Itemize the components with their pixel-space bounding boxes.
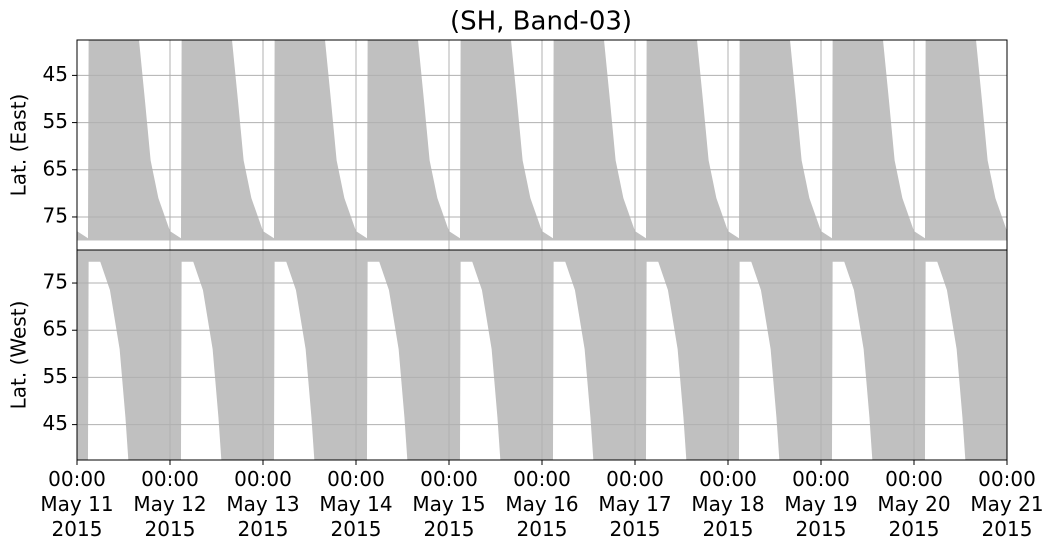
y-axis-label: Lat. (East) [7, 94, 31, 197]
x-tick-label-line: 00:00 [234, 467, 292, 491]
y-tick-label: 75 [43, 270, 68, 294]
x-tick-label: 00:00 May 15 2015 [412, 467, 485, 541]
x-tick-label-line: 2015 [52, 517, 103, 541]
x-tick-label: 00:00 May 12 2015 [133, 467, 206, 541]
y-tick-label: 55 [43, 364, 68, 388]
x-tick-label-line: 00:00 [141, 467, 199, 491]
x-tick-label-line: 00:00 [885, 467, 943, 491]
x-tick-label-line: 2015 [982, 517, 1033, 541]
x-tick-label: 00:00 May 19 2015 [784, 467, 857, 541]
x-tick-label-line: 2015 [424, 517, 475, 541]
x-tick-label: 00:00 May 21 2015 [970, 467, 1043, 541]
x-tick-label: 00:00 May 20 2015 [877, 467, 950, 541]
x-tick-label: 00:00 May 14 2015 [319, 467, 392, 541]
x-tick-label-line: May 21 [970, 492, 1043, 516]
x-tick-label-line: May 16 [505, 492, 578, 516]
y-tick-label: 65 [43, 317, 68, 341]
x-tick-label-line: May 20 [877, 492, 950, 516]
x-tick-label-line: May 14 [319, 492, 392, 516]
x-tick-label-line: May 15 [412, 492, 485, 516]
y-axis-label: Lat. (West) [7, 301, 31, 410]
x-tick-label-line: 00:00 [792, 467, 850, 491]
x-tick-label-line: 00:00 [420, 467, 478, 491]
chart-title: (SH, Band-03) [450, 7, 632, 37]
x-tick-label-line: May 18 [691, 492, 764, 516]
x-tick-label: 00:00 May 13 2015 [226, 467, 299, 541]
x-tick-label-line: 00:00 [327, 467, 385, 491]
y-tick-label: 55 [43, 109, 68, 133]
x-tick-label-line: 2015 [517, 517, 568, 541]
y-tick-label: 45 [43, 411, 68, 435]
coverage-area [77, 40, 1007, 241]
x-tick-label-line: May 19 [784, 492, 857, 516]
x-tick-label: 00:00 May 11 2015 [40, 467, 113, 541]
x-tick-label-line: 2015 [889, 517, 940, 541]
y-tick-label: 45 [43, 62, 68, 86]
x-tick-label-line: 00:00 [978, 467, 1036, 491]
x-tick-label-line: 00:00 [606, 467, 664, 491]
x-tick-label: 00:00 May 18 2015 [691, 467, 764, 541]
x-tick-label-line: May 12 [133, 492, 206, 516]
x-tick-label: 00:00 May 16 2015 [505, 467, 578, 541]
x-tick-label-line: 2015 [796, 517, 847, 541]
panel [77, 40, 1007, 241]
x-tick-label-line: 2015 [703, 517, 754, 541]
x-tick-label-line: 2015 [610, 517, 661, 541]
y-tick-label: 65 [43, 156, 68, 180]
x-tick-label-line: 2015 [238, 517, 289, 541]
x-tick-label-line: 00:00 [48, 467, 106, 491]
x-tick-label-line: 2015 [145, 517, 196, 541]
x-tick-label-line: May 17 [598, 492, 671, 516]
x-tick-label-line: 2015 [331, 517, 382, 541]
x-tick-label: 00:00 May 17 2015 [598, 467, 671, 541]
x-tick-label-line: May 13 [226, 492, 299, 516]
x-tick-label-line: May 11 [40, 492, 113, 516]
x-tick-label-line: 00:00 [513, 467, 571, 491]
x-tick-label-line: 00:00 [699, 467, 757, 491]
y-tick-label: 75 [43, 203, 68, 227]
